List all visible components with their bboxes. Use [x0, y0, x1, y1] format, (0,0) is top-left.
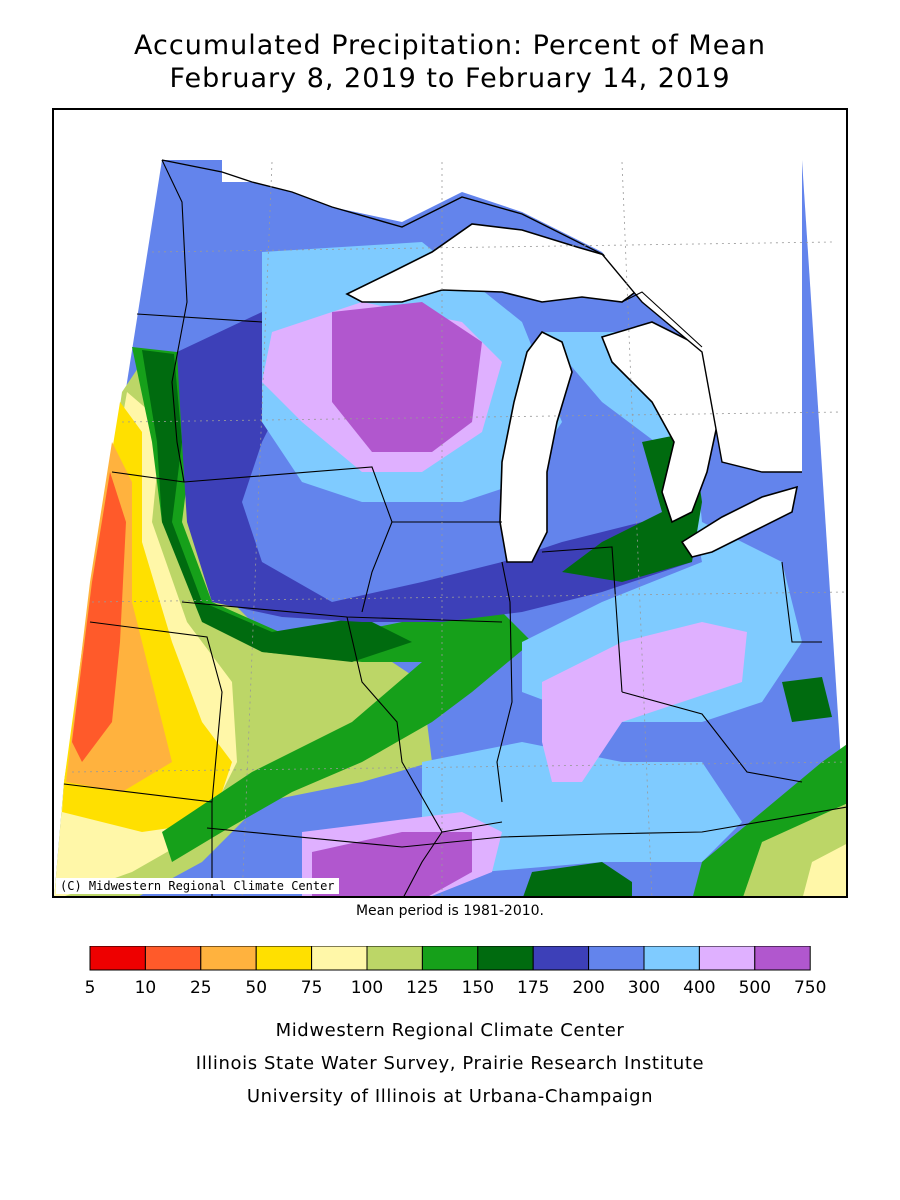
legend-swatch	[144, 946, 202, 971]
mean-period-note: Mean period is 1981-2010.	[355, 903, 545, 919]
color-scale-legend: 5 10 25 50 75 100 125 150 175 200 300 400 500 750	[85, 946, 826, 998]
legend-swatch	[477, 946, 534, 971]
legend-tick-label: 10	[135, 978, 157, 998]
zone-10-25	[72, 472, 126, 762]
legend-swatch	[698, 946, 756, 971]
legend-swatch	[421, 946, 479, 971]
legend-tick-label: 100	[351, 978, 383, 998]
canada-north	[222, 160, 802, 472]
zone-150-175-south	[523, 862, 632, 896]
legend-tick-label: 150	[462, 978, 494, 998]
zone-150-175-ohio	[782, 677, 832, 722]
legend-tick-label: 25	[190, 978, 212, 998]
legend-tick-label: 5	[85, 978, 96, 998]
map-title-line1: Accumulated Precipitation: Percent of Me…	[134, 30, 766, 61]
legend-tick-label: 500	[739, 978, 771, 998]
canada-border	[161, 159, 802, 473]
legend-tick-label: 200	[572, 978, 604, 998]
legend-swatch	[643, 946, 700, 971]
zone-150-175-band	[142, 350, 412, 662]
copyright-notice: (C) Midwestern Regional Climate Center	[56, 878, 339, 894]
legend-tick-label: 400	[683, 978, 715, 998]
legend-swatch	[532, 946, 590, 971]
legend-tick-label: 125	[406, 978, 438, 998]
credit-uiuc: University of Illinois at Urbana-Champai…	[246, 1086, 654, 1107]
zone-400-500-indiana	[542, 622, 747, 782]
map-title-line2: February 8, 2019 to February 14, 2019	[169, 63, 731, 94]
zone-175-200	[177, 312, 692, 622]
legend-swatch	[200, 946, 257, 971]
graticule-lines	[71, 161, 846, 896]
legend-swatch	[89, 946, 146, 971]
zone-500-750-south	[312, 832, 472, 896]
lake-michigan	[499, 330, 573, 563]
legend-swatch	[255, 946, 313, 971]
legend-swatch	[754, 946, 811, 971]
legend-tick-label: 50	[245, 978, 267, 998]
zone-75-100-se	[803, 844, 846, 896]
credit-mrcc: Midwestern Regional Climate Center	[275, 1020, 625, 1041]
legend-swatch	[366, 946, 423, 971]
zone-300-400-east	[522, 332, 802, 722]
precipitation-map: (C) Midwestern Regional Climate Center	[52, 108, 848, 898]
zone-300-400-south	[422, 742, 742, 872]
lake-superior	[345, 223, 644, 303]
legend-swatch	[588, 946, 645, 971]
legend-tick-label: 300	[628, 978, 660, 998]
legend-tick-label: 75	[301, 978, 323, 998]
legend-swatch	[311, 946, 368, 971]
state-boundaries	[63, 159, 846, 896]
credit-isws: Illinois State Water Survey, Prairie Res…	[195, 1053, 705, 1074]
lake-erie	[680, 485, 799, 558]
zone-500-750-wi	[332, 302, 482, 452]
legend-tick-label: 750	[794, 978, 826, 998]
legend-tick-label: 175	[517, 978, 549, 998]
